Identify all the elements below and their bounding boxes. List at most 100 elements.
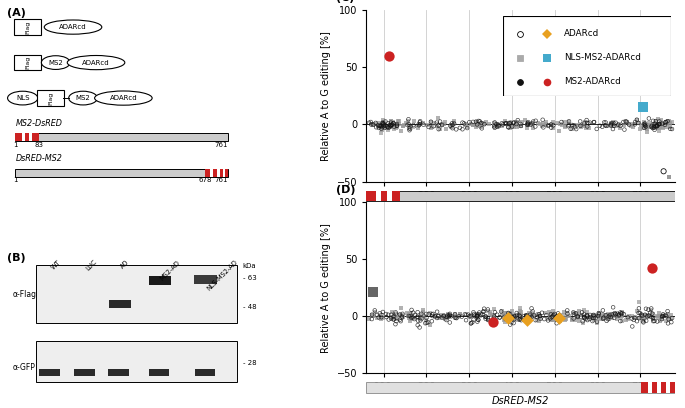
Point xyxy=(447,125,458,131)
Bar xyxy=(16,169,228,177)
Point xyxy=(623,122,634,128)
Point xyxy=(375,124,386,131)
Point xyxy=(492,120,503,127)
Point xyxy=(424,310,435,317)
Point xyxy=(521,312,532,319)
Point xyxy=(379,122,390,129)
Point xyxy=(615,122,626,129)
Point xyxy=(506,313,517,320)
Point xyxy=(642,126,653,133)
Point xyxy=(573,314,584,321)
Point xyxy=(627,124,638,131)
Ellipse shape xyxy=(67,55,125,70)
Point xyxy=(584,316,595,322)
Point xyxy=(655,123,666,130)
Point xyxy=(442,313,453,320)
Point xyxy=(580,119,590,126)
Point xyxy=(605,314,616,320)
Point xyxy=(647,265,658,271)
Point xyxy=(560,123,571,129)
Point xyxy=(408,315,419,322)
Point xyxy=(469,122,480,129)
Point xyxy=(503,124,514,131)
Point xyxy=(433,115,444,122)
Point xyxy=(662,320,673,326)
Text: (A): (A) xyxy=(7,8,26,18)
Point xyxy=(646,314,657,320)
Point xyxy=(540,310,551,317)
Point xyxy=(638,118,649,125)
Point xyxy=(580,316,591,322)
Point xyxy=(408,123,419,129)
Point xyxy=(464,313,475,319)
Point xyxy=(488,123,499,129)
Point xyxy=(576,122,587,128)
Ellipse shape xyxy=(41,56,70,69)
Point xyxy=(377,120,388,126)
Point xyxy=(505,311,516,317)
Point xyxy=(560,316,571,323)
Point xyxy=(396,315,407,321)
Point xyxy=(566,126,577,133)
Point xyxy=(551,320,562,326)
Point xyxy=(562,307,573,314)
Point xyxy=(527,314,538,320)
Point xyxy=(606,122,616,128)
Point xyxy=(482,315,493,322)
Point xyxy=(393,118,404,125)
Point xyxy=(662,311,673,318)
Point xyxy=(523,317,534,324)
Point xyxy=(588,315,599,321)
Point xyxy=(503,317,514,324)
Point xyxy=(582,312,593,318)
Point xyxy=(575,312,586,318)
Point xyxy=(606,311,617,317)
Text: ADARcd: ADARcd xyxy=(110,95,137,101)
Point xyxy=(526,305,537,312)
Point xyxy=(640,122,651,129)
Point xyxy=(377,120,388,126)
Point xyxy=(449,315,460,321)
Point xyxy=(499,312,510,319)
Point xyxy=(403,313,414,319)
Point xyxy=(421,315,432,321)
Bar xyxy=(376,191,381,201)
Point xyxy=(465,312,476,319)
Point xyxy=(476,125,487,132)
Point xyxy=(579,307,590,313)
Point xyxy=(642,313,653,319)
Point xyxy=(454,124,465,131)
Point xyxy=(534,315,545,322)
Point xyxy=(553,315,564,322)
Point xyxy=(378,124,389,131)
Point xyxy=(666,319,677,326)
Point xyxy=(508,320,519,326)
Point xyxy=(470,122,481,128)
Point xyxy=(406,307,417,313)
Text: 761: 761 xyxy=(215,142,228,148)
Point xyxy=(606,121,616,127)
Point xyxy=(366,312,377,319)
Point xyxy=(603,310,614,317)
Point xyxy=(388,120,399,126)
Point xyxy=(379,124,390,131)
Point xyxy=(483,317,494,324)
Text: NLS-MS2-AD: NLS-MS2-AD xyxy=(206,259,238,292)
Point xyxy=(384,124,395,130)
Point xyxy=(451,126,462,133)
Point xyxy=(458,120,469,126)
Point xyxy=(486,311,497,318)
Point xyxy=(523,315,534,322)
Point xyxy=(436,122,447,128)
Point xyxy=(640,312,651,319)
Point xyxy=(532,317,543,323)
Point xyxy=(655,313,666,319)
Point xyxy=(415,315,426,322)
Point xyxy=(488,312,499,318)
Point xyxy=(654,121,665,127)
Bar xyxy=(206,169,228,177)
Point xyxy=(664,123,675,130)
Point xyxy=(392,124,403,131)
Point xyxy=(431,123,442,129)
Point xyxy=(492,124,503,130)
